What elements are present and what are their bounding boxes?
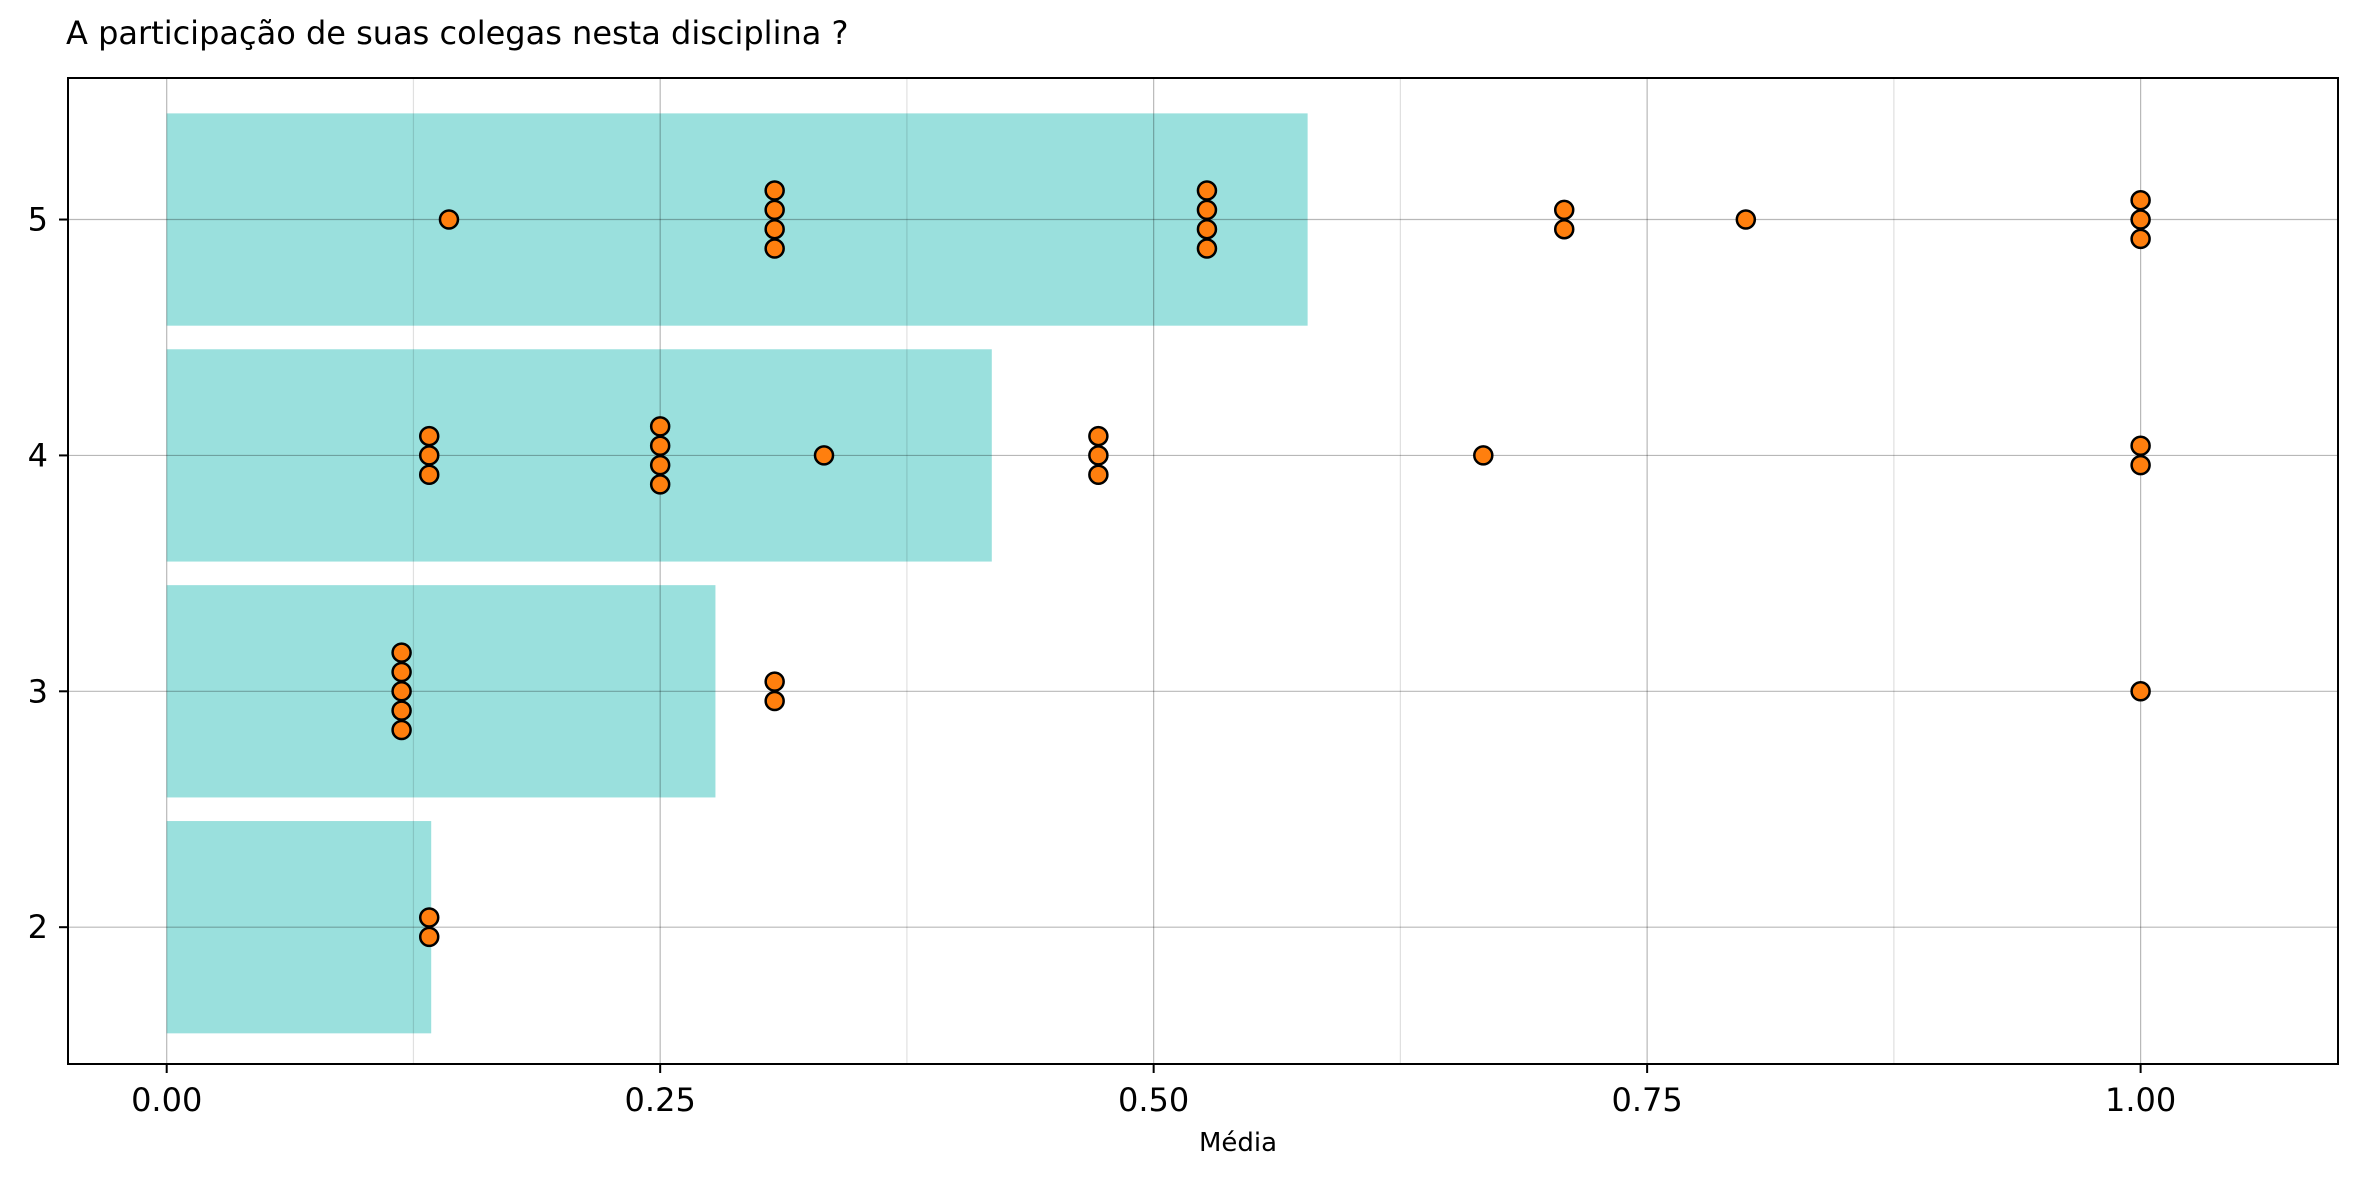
bar-5 bbox=[166, 113, 1308, 326]
data-point bbox=[649, 435, 671, 456]
x-axis-label: Média bbox=[1199, 1128, 1277, 1158]
data-point bbox=[418, 445, 440, 466]
data-point bbox=[1088, 425, 1109, 447]
data-point bbox=[391, 700, 412, 721]
x-tick-label: 0.75 bbox=[1612, 1081, 1683, 1119]
data-point bbox=[2130, 189, 2151, 211]
data-point bbox=[764, 180, 785, 201]
data-point bbox=[2130, 228, 2151, 250]
data-point bbox=[1553, 199, 1575, 221]
data-point bbox=[2130, 454, 2151, 476]
data-point bbox=[391, 661, 412, 683]
data-point bbox=[438, 209, 460, 230]
data-point bbox=[649, 474, 671, 495]
bars-layer bbox=[166, 113, 1308, 1034]
data-point bbox=[391, 642, 412, 663]
data-point bbox=[764, 671, 785, 692]
data-point bbox=[418, 425, 440, 447]
data-point bbox=[1473, 445, 1494, 466]
bar-2 bbox=[166, 821, 432, 1034]
data-point bbox=[764, 238, 785, 259]
chart-title: A participação de suas colegas nesta dis… bbox=[66, 14, 849, 52]
x-tick-label: 0.50 bbox=[1118, 1081, 1189, 1119]
bar-4 bbox=[166, 349, 992, 562]
x-tick-label: 1.00 bbox=[2105, 1081, 2176, 1119]
y-tick-label: 4 bbox=[28, 436, 48, 474]
data-point bbox=[1196, 238, 1218, 259]
data-point bbox=[2130, 209, 2151, 230]
data-point bbox=[391, 681, 412, 702]
data-point bbox=[764, 690, 785, 712]
grid-layer bbox=[68, 78, 2338, 1064]
data-point bbox=[1196, 218, 1218, 240]
ticks-layer: 0.00 0.25 0.50 0.75 1.00 2 3 4 5 bbox=[28, 201, 2177, 1119]
data-point bbox=[2130, 435, 2151, 456]
data-point bbox=[418, 926, 440, 948]
data-point bbox=[391, 719, 412, 741]
data-point bbox=[649, 454, 671, 476]
x-tick-label: 0.25 bbox=[625, 1081, 696, 1119]
data-point bbox=[1553, 218, 1575, 240]
plot-frame bbox=[67, 77, 2339, 1065]
y-tick-label: 3 bbox=[28, 672, 48, 710]
data-point bbox=[418, 464, 440, 486]
points-layer bbox=[391, 180, 2151, 948]
data-point bbox=[1088, 445, 1109, 466]
bar-3 bbox=[166, 585, 716, 798]
y-tick-label: 2 bbox=[28, 908, 48, 946]
data-point bbox=[649, 416, 671, 437]
data-point bbox=[764, 199, 785, 221]
x-tick-label: 0.00 bbox=[131, 1081, 202, 1119]
data-point bbox=[2130, 681, 2151, 702]
data-point bbox=[764, 218, 785, 240]
data-point bbox=[1196, 180, 1218, 201]
data-point bbox=[418, 907, 440, 928]
data-point bbox=[1196, 199, 1218, 221]
data-point bbox=[813, 445, 835, 466]
data-point bbox=[1735, 209, 1757, 230]
y-tick-label: 5 bbox=[28, 201, 48, 239]
data-point bbox=[1088, 464, 1109, 486]
